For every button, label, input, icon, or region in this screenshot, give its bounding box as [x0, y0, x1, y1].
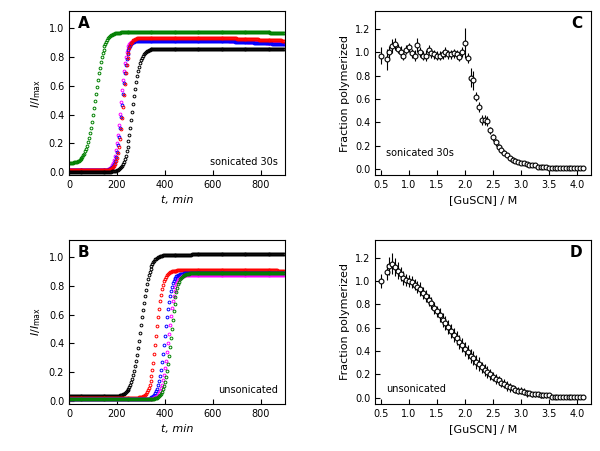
- Text: sonicated 30s: sonicated 30s: [386, 148, 454, 158]
- Y-axis label: Fraction polymerized: Fraction polymerized: [340, 263, 350, 380]
- Text: unsonicated: unsonicated: [218, 386, 278, 396]
- Y-axis label: $I/I_{\rm max}$: $I/I_{\rm max}$: [29, 78, 43, 107]
- Y-axis label: $I/I_{\rm max}$: $I/I_{\rm max}$: [29, 308, 43, 336]
- Text: C: C: [571, 16, 583, 31]
- X-axis label: [GuSCN] / M: [GuSCN] / M: [449, 424, 517, 434]
- X-axis label: t, min: t, min: [161, 195, 193, 205]
- Y-axis label: Fraction polymerized: Fraction polymerized: [340, 35, 350, 152]
- Text: B: B: [77, 245, 89, 260]
- X-axis label: t, min: t, min: [161, 424, 193, 434]
- Text: D: D: [570, 245, 583, 260]
- Text: sonicated 30s: sonicated 30s: [211, 156, 278, 166]
- Text: unsonicated: unsonicated: [386, 384, 446, 394]
- Text: A: A: [77, 16, 89, 31]
- X-axis label: [GuSCN] / M: [GuSCN] / M: [449, 195, 517, 205]
